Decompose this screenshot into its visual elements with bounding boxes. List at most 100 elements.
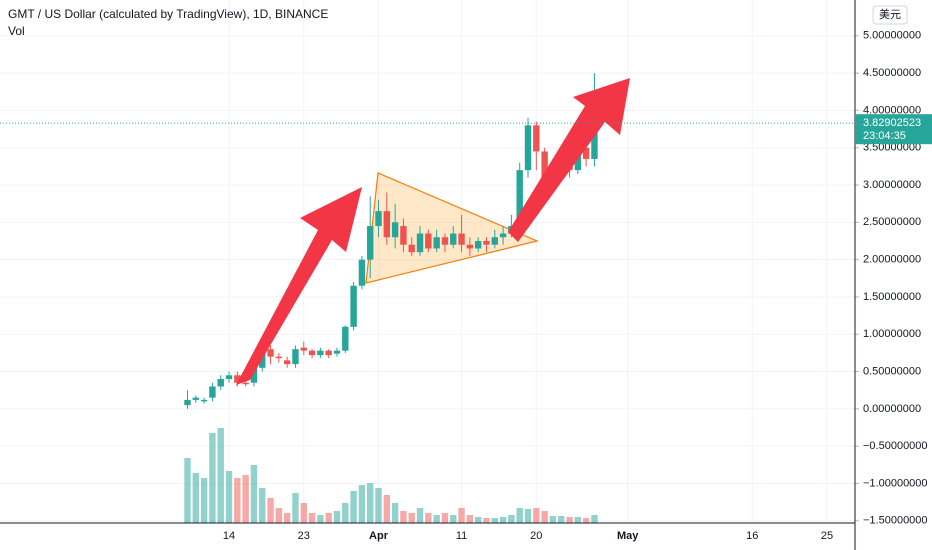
volume-bar xyxy=(308,513,316,523)
candle-body xyxy=(242,382,249,385)
candle-body xyxy=(458,233,465,245)
candle-body xyxy=(433,237,440,249)
candle-body xyxy=(250,367,258,383)
candle-body xyxy=(342,326,349,351)
candle-body xyxy=(308,350,316,356)
volume-bar xyxy=(383,495,391,523)
volume-label: Vol xyxy=(8,24,25,38)
candle-body xyxy=(533,125,540,152)
volume-bar xyxy=(524,509,532,523)
volume-bar xyxy=(333,511,341,523)
candle-body xyxy=(200,399,208,402)
x-tick-label: Apr xyxy=(369,530,389,542)
y-tick-label: −1.50000000 xyxy=(863,515,928,527)
arrow-drawing xyxy=(508,78,630,242)
last-price-label: 3.82902523 xyxy=(863,117,921,129)
x-tick-label: 11 xyxy=(456,530,467,542)
y-tick-label: 4.50000000 xyxy=(863,67,921,79)
volume-bar xyxy=(342,503,349,523)
y-tick-label: 3.50000000 xyxy=(863,142,921,154)
candle-body xyxy=(450,233,457,245)
candle-body xyxy=(591,123,598,159)
volume-bar xyxy=(325,513,332,523)
x-tick-label: 25 xyxy=(821,530,833,542)
volume-bar xyxy=(358,485,366,523)
candle-body xyxy=(499,233,507,238)
candle-body xyxy=(317,350,324,356)
volume-bar xyxy=(491,518,498,523)
currency-button[interactable] xyxy=(872,5,908,25)
x-tick-label: 20 xyxy=(530,530,542,542)
volume-bar xyxy=(367,483,374,523)
candle-body xyxy=(225,375,233,380)
candle-body xyxy=(275,356,283,359)
y-tick-label: 3.00000000 xyxy=(863,179,921,191)
volume-bar xyxy=(441,513,449,523)
volume-bar xyxy=(450,515,457,523)
volume-bar xyxy=(391,503,399,523)
candle-body xyxy=(474,240,482,249)
volume-bar xyxy=(549,516,557,523)
candle-body xyxy=(192,397,200,400)
volume-bar xyxy=(516,508,523,523)
x-tick-label: 23 xyxy=(298,530,310,542)
candle-body xyxy=(267,349,274,357)
y-tick-label: 1.50000000 xyxy=(863,291,921,303)
volume-bar xyxy=(466,515,474,523)
candle-body xyxy=(283,360,291,365)
volume-bar xyxy=(416,508,424,523)
y-tick-label: 0.50000000 xyxy=(863,365,921,377)
volume-bar xyxy=(275,508,283,523)
candle-body xyxy=(441,237,449,245)
candle-body xyxy=(516,170,523,227)
candle-body xyxy=(300,347,307,351)
candle-body xyxy=(209,386,216,398)
volume-bar xyxy=(184,458,191,523)
candle-body xyxy=(408,244,415,253)
volume-bar xyxy=(508,515,515,523)
volume-bar xyxy=(209,433,216,523)
candle-body xyxy=(325,350,332,356)
y-tick-label: −0.50000000 xyxy=(863,440,928,452)
candle-body xyxy=(391,222,399,238)
volume-bar xyxy=(558,516,565,523)
volume-bar xyxy=(259,488,266,523)
y-tick-label: 4.00000000 xyxy=(863,104,921,116)
volume-bar xyxy=(292,493,299,523)
y-tick-label: 0.00000000 xyxy=(863,403,921,415)
candle-body xyxy=(425,233,432,249)
x-tick-label: 14 xyxy=(223,530,235,542)
volume-bar xyxy=(474,517,482,523)
y-tick-label: 5.00000000 xyxy=(863,30,921,42)
volume-bar xyxy=(425,513,432,523)
candle-body xyxy=(383,211,391,238)
last-price-box xyxy=(855,114,932,145)
volume-pane xyxy=(184,428,598,523)
volume-bar xyxy=(541,511,548,523)
chart-title: GMT / US Dollar (calculated by TradingVi… xyxy=(8,7,328,21)
volume-bar xyxy=(400,511,407,523)
candle-body xyxy=(400,226,407,245)
candle-body xyxy=(416,233,424,253)
candle-body xyxy=(491,237,498,245)
volume-bar xyxy=(234,478,241,523)
volume-bar xyxy=(582,518,590,523)
volume-bar xyxy=(225,471,233,523)
volume-bar xyxy=(408,513,415,523)
volume-bar xyxy=(499,517,507,523)
volume-bar xyxy=(283,513,291,523)
x-tick-label: May xyxy=(617,530,639,542)
y-tick-label: 2.00000000 xyxy=(863,254,921,266)
candle-body xyxy=(582,147,590,159)
volume-bar xyxy=(250,465,258,523)
arrow-drawing xyxy=(236,187,362,385)
x-tick-label: 16 xyxy=(746,530,758,542)
volume-bar xyxy=(192,473,200,523)
volume-bar xyxy=(574,517,582,523)
candle-body xyxy=(292,349,299,365)
candle-body xyxy=(466,244,474,249)
currency[interactable]: 美元 xyxy=(879,8,901,21)
